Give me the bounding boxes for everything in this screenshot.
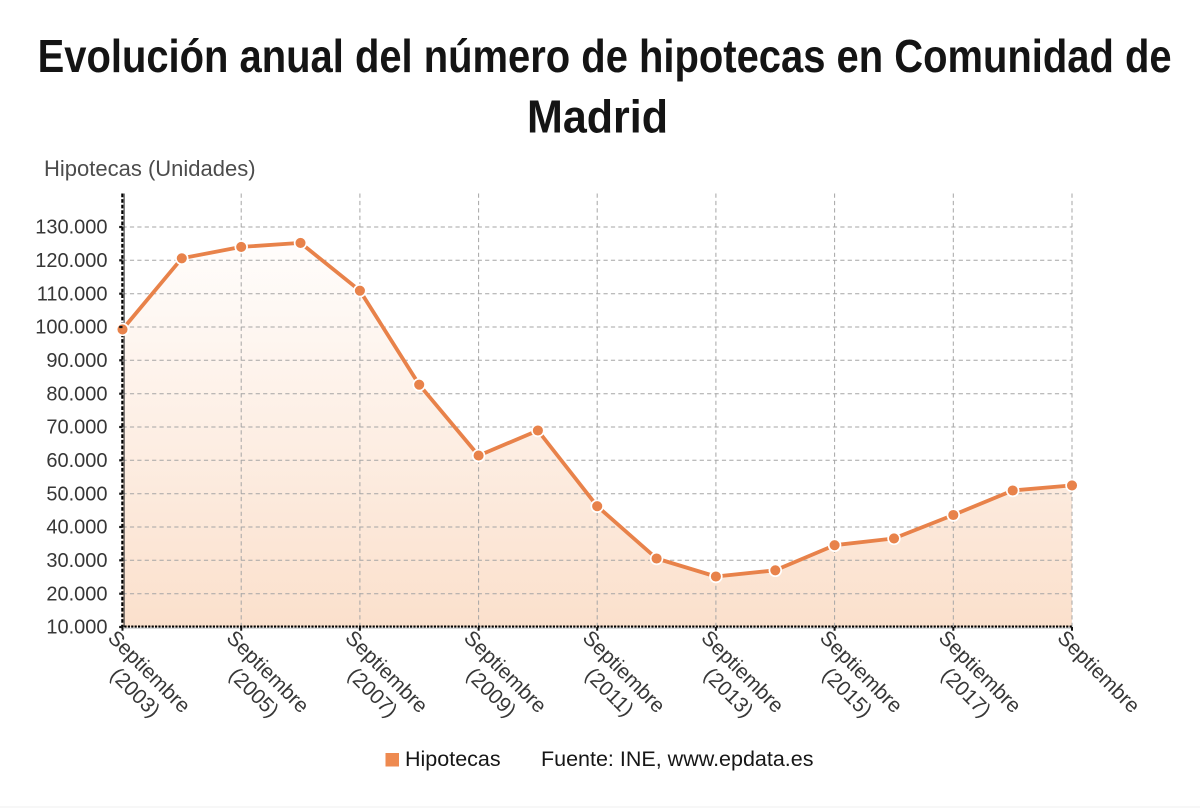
svg-text:20.000: 20.000: [46, 583, 107, 605]
svg-text:80.000: 80.000: [46, 383, 107, 405]
svg-text:120.000: 120.000: [35, 250, 107, 272]
svg-text:Septiembre: Septiembre: [1053, 626, 1144, 717]
svg-text:30.000: 30.000: [46, 550, 107, 572]
svg-text:90.000: 90.000: [46, 350, 107, 372]
svg-text:100.000: 100.000: [35, 317, 107, 339]
svg-text:10.000: 10.000: [46, 617, 107, 639]
svg-text:Fuente: INE, www.epdata.es: Fuente: INE, www.epdata.es: [541, 747, 813, 771]
svg-text:50.000: 50.000: [46, 483, 107, 505]
svg-text:40.000: 40.000: [46, 517, 107, 539]
svg-text:130.000: 130.000: [35, 217, 107, 239]
svg-text:Evolución anual del número de: Evolución anual del número de hipotecas …: [38, 30, 1172, 82]
svg-text:60.000: 60.000: [46, 450, 107, 472]
svg-text:Madrid: Madrid: [527, 91, 668, 143]
svg-text:70.000: 70.000: [46, 417, 107, 439]
svg-text:110.000: 110.000: [37, 283, 108, 305]
svg-text:Hipotecas: Hipotecas: [405, 747, 501, 771]
